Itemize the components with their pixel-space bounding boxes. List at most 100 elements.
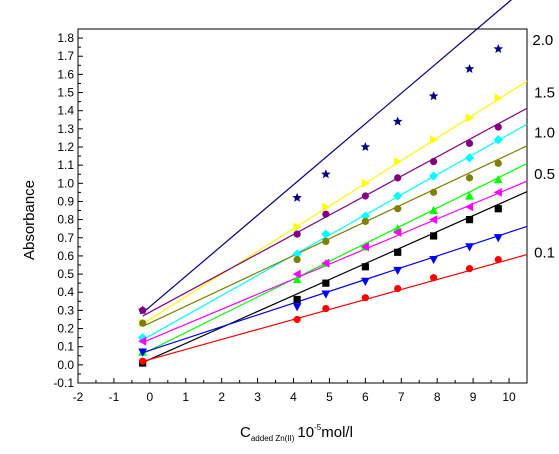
x-tick-label: 3: [254, 390, 261, 404]
x-tick-label: 10: [502, 390, 516, 404]
data-point: [494, 93, 503, 103]
y-tick-label: 0.4: [57, 285, 74, 299]
data-point: [494, 159, 502, 167]
data-point: [393, 191, 403, 201]
fit-line-5: [142, 162, 528, 355]
data-point: [321, 229, 331, 239]
data-point: [493, 234, 503, 243]
y-tick-label: 1.0: [57, 176, 74, 190]
x-axis-title: Cadded Zn(II) 10-5mol/l: [240, 423, 353, 443]
data-point: [394, 285, 402, 293]
data-point: [430, 232, 438, 240]
y-tick-label: 1.5: [57, 86, 74, 100]
data-point: [493, 187, 502, 197]
x-tick-label: -1: [109, 390, 120, 404]
data-point: [322, 210, 330, 218]
y-tick-label: 1.8: [57, 31, 74, 45]
y-axis-title: Absorbance: [21, 180, 38, 260]
data-point: [138, 348, 148, 357]
y-tick-label: 1.2: [57, 140, 74, 154]
data-point: [139, 306, 147, 314]
annotation-label: 2.0: [532, 32, 553, 49]
fit-line-0: [142, 0, 513, 314]
data-point: [494, 205, 502, 213]
x-tick-label: 7: [398, 390, 405, 404]
data-point: [394, 248, 402, 256]
data-point: [465, 113, 475, 123]
plot-frame: [77, 28, 528, 384]
x-axis-title-subscript: added Zn(II): [251, 434, 295, 443]
data-point: [429, 255, 439, 265]
data-point: [465, 265, 474, 273]
x-tick-label: 2: [218, 390, 225, 404]
y-tick-label: 0.0: [57, 358, 74, 372]
data-point: [465, 216, 474, 224]
x-axis-ticks: -2 -1 0 1 2 3 4 5 6 7 8 9 10: [73, 378, 516, 404]
y-tick-label: 0.2: [57, 322, 74, 336]
data-point: [322, 279, 330, 287]
data-point: [464, 153, 475, 163]
data-point: [493, 135, 503, 145]
fit-line-7: [142, 191, 528, 364]
x-axis-title-unit-suffix: mol/l: [321, 424, 353, 441]
data-point: [293, 315, 301, 324]
data-point: [494, 255, 502, 264]
fit-line-8: [142, 225, 528, 354]
data-point: [321, 290, 331, 299]
fit-line-4: [142, 145, 528, 328]
data-point: [139, 357, 147, 365]
data-point: [292, 303, 302, 312]
x-tick-label: 1: [182, 390, 189, 404]
data-point: [293, 295, 301, 304]
x-axis-title-main: C: [240, 424, 251, 441]
data-point: [292, 192, 302, 202]
data-point: [465, 174, 474, 182]
data-point: [429, 205, 439, 215]
data-point: [322, 304, 330, 313]
data-point: [394, 157, 403, 166]
data-point: [494, 123, 502, 131]
y-tick-label: 0.9: [57, 194, 74, 208]
y-tick-label: 0.5: [57, 267, 74, 281]
y-tick-label: 1.6: [57, 67, 74, 81]
data-point: [321, 169, 331, 179]
x-tick-label: -2: [73, 390, 84, 404]
annotation-label: 1.5: [534, 85, 555, 102]
data-point: [322, 237, 330, 245]
data-point: [464, 202, 474, 212]
data-point: [292, 274, 302, 284]
y-tick-label: 0.8: [57, 213, 74, 227]
concentration-annotations: 2.0 1.5 1.0 0.5 0.1: [532, 32, 555, 261]
x-tick-label: 8: [434, 390, 441, 404]
y-tick-label: 1.4: [57, 104, 74, 118]
data-point: [430, 135, 439, 145]
y-tick-label: 1.1: [57, 158, 74, 172]
x-tick-label: 4: [290, 390, 297, 404]
data-point: [465, 243, 474, 252]
data-point: [293, 230, 301, 238]
data-point: [464, 63, 475, 73]
data-point: [293, 255, 301, 264]
y-tick-label: 0.3: [57, 303, 74, 317]
fit-line-9: [142, 253, 528, 362]
data-point: [360, 142, 371, 152]
x-tick-label: 5: [326, 390, 333, 404]
data-point: [138, 336, 147, 346]
y-tick-label: 0.1: [57, 340, 74, 354]
data-point: [292, 249, 302, 259]
x-tick-label: 6: [362, 390, 369, 404]
y-tick-label: 1.3: [57, 122, 74, 136]
data-point: [428, 91, 439, 101]
fit-lines: [142, 0, 528, 364]
annotation-label: 1.0: [534, 124, 555, 141]
data-point: [293, 222, 302, 232]
x-axis-title-unit-prefix: 10: [297, 424, 314, 441]
data-point: [322, 202, 331, 212]
data-point: [361, 263, 369, 271]
data-point: [360, 242, 369, 252]
data-point: [394, 174, 402, 182]
annotation-label: 0.5: [534, 166, 555, 183]
data-point: [429, 171, 439, 181]
data-point: [360, 211, 370, 221]
